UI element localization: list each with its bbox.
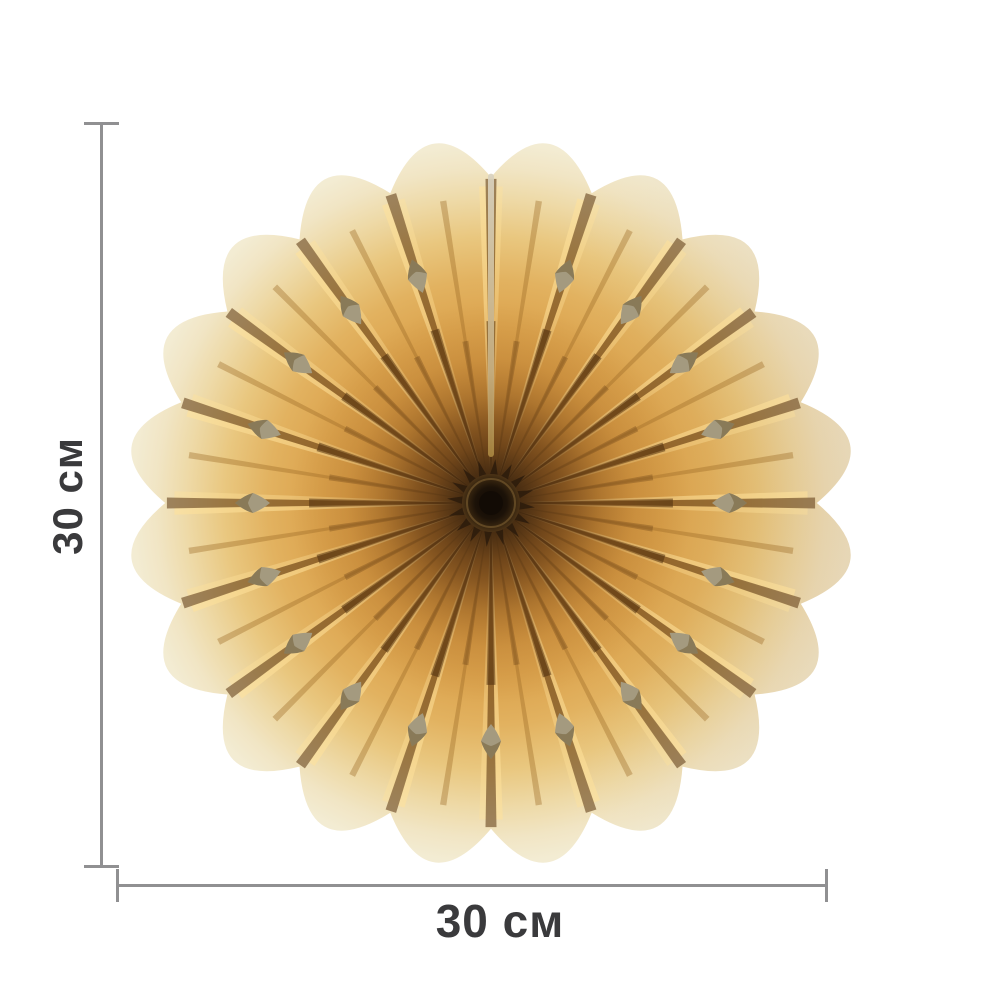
vertical-dimension-cap-top: [84, 122, 119, 125]
horizontal-dimension-cap-right: [825, 869, 828, 902]
vertical-dimension-label: 30 см: [44, 437, 91, 555]
vertical-dimension-line: [100, 124, 103, 868]
vertical-dimension-cap-bottom: [84, 865, 119, 868]
horizontal-dimension-line: [118, 884, 827, 887]
horizontal-dimension-label: 30 см: [435, 895, 565, 947]
horizontal-dimension-cap-left: [116, 869, 119, 902]
